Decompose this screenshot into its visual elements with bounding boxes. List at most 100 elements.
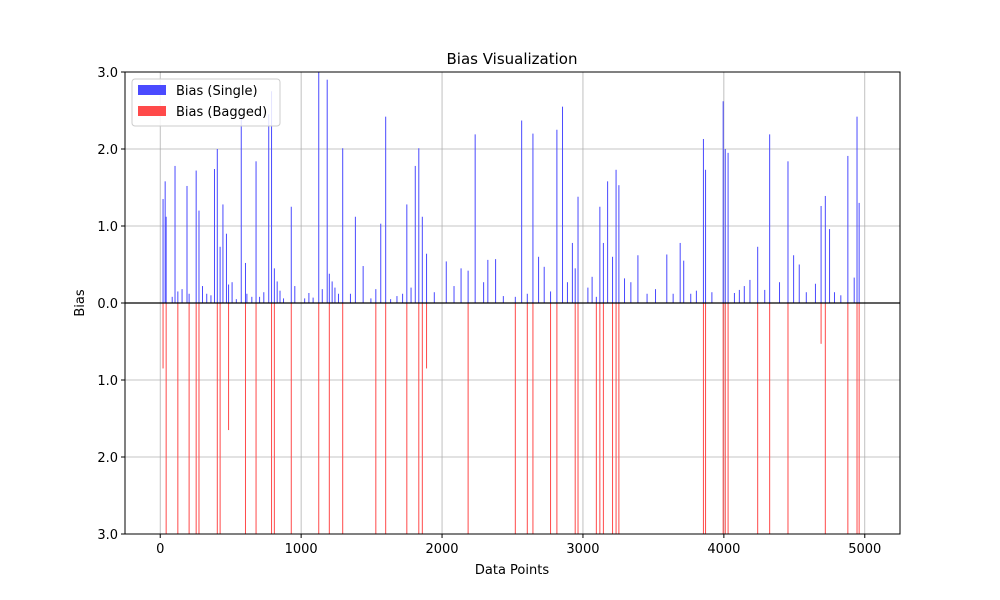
single-bar bbox=[672, 293, 674, 303]
x-tick-label: 1000 bbox=[285, 542, 318, 557]
single-bar bbox=[290, 206, 292, 303]
single-bar bbox=[566, 282, 568, 303]
single-bar bbox=[318, 72, 320, 303]
x-axis-label: Data Points bbox=[475, 563, 549, 578]
single-bar bbox=[406, 204, 408, 303]
bagged-bar bbox=[198, 303, 200, 534]
single-bar bbox=[210, 295, 212, 303]
bagged-bar bbox=[418, 303, 420, 534]
bagged-bar bbox=[577, 303, 579, 534]
single-bar bbox=[273, 268, 275, 303]
single-bar bbox=[410, 287, 412, 303]
y-tick-label: 1.0 bbox=[97, 220, 118, 235]
single-bar bbox=[445, 261, 447, 303]
bagged-bar bbox=[426, 303, 428, 369]
bagged-bar bbox=[342, 303, 344, 534]
x-tick-label: 3000 bbox=[566, 542, 599, 557]
single-bar bbox=[312, 297, 314, 303]
single-bar bbox=[206, 293, 208, 303]
single-bar bbox=[467, 270, 469, 303]
bagged-bar bbox=[318, 303, 320, 534]
single-bar bbox=[164, 181, 166, 303]
legend-swatch-bagged bbox=[138, 106, 166, 116]
single-bar bbox=[283, 298, 285, 303]
single-bar bbox=[334, 287, 336, 303]
bagged-bar bbox=[216, 303, 218, 534]
bagged-bar bbox=[526, 303, 528, 534]
y-axis-ticks: 3.0 2.0 1.0 0.0 1.0 2.0 3.0 bbox=[97, 66, 125, 543]
single-bar bbox=[733, 292, 735, 303]
single-bar bbox=[474, 134, 476, 303]
bagged-bar bbox=[165, 303, 167, 534]
single-bar bbox=[840, 295, 842, 303]
single-bar bbox=[630, 282, 632, 303]
bagged-bar bbox=[328, 303, 330, 534]
bagged-bar bbox=[162, 303, 164, 369]
single-bar bbox=[743, 286, 745, 303]
single-bar bbox=[165, 216, 167, 303]
single-bar bbox=[294, 286, 296, 303]
single-bar bbox=[702, 138, 704, 303]
bagged-bar bbox=[375, 303, 377, 534]
single-bar bbox=[162, 199, 164, 303]
x-axis-ticks: 0 1000 2000 3000 4000 5000 bbox=[156, 534, 881, 557]
single-bar bbox=[858, 202, 860, 303]
single-bar bbox=[574, 268, 576, 303]
y-tick-label: 2.0 bbox=[97, 451, 118, 466]
single-bar bbox=[526, 293, 528, 303]
single-bar bbox=[271, 91, 273, 303]
single-bar bbox=[690, 293, 692, 303]
single-bar bbox=[624, 278, 626, 303]
single-bar bbox=[779, 282, 781, 303]
bagged-bar bbox=[787, 303, 789, 534]
single-bar bbox=[195, 170, 197, 303]
single-bar bbox=[853, 277, 855, 303]
bagged-bar bbox=[467, 303, 469, 534]
bagged-bar bbox=[858, 303, 860, 534]
single-bar bbox=[375, 289, 377, 303]
single-bar bbox=[181, 289, 183, 303]
single-bar bbox=[198, 210, 200, 303]
single-bar bbox=[749, 279, 751, 303]
legend: Bias (Single) Bias (Bagged) bbox=[131, 78, 281, 127]
bagged-bar bbox=[702, 303, 704, 534]
bagged-bar bbox=[724, 303, 726, 534]
x-tick-label: 4000 bbox=[707, 542, 740, 557]
single-bar bbox=[502, 296, 504, 303]
single-bar bbox=[259, 296, 261, 303]
single-bar bbox=[414, 165, 416, 303]
single-bar bbox=[186, 185, 188, 303]
bagged-bar bbox=[273, 303, 275, 534]
single-bar bbox=[460, 268, 462, 303]
single-bar bbox=[337, 293, 339, 303]
bagged-bar bbox=[228, 303, 230, 431]
single-bar bbox=[331, 281, 333, 303]
single-bar bbox=[268, 114, 270, 303]
single-bar bbox=[349, 293, 351, 303]
single-bar bbox=[595, 296, 597, 303]
bagged-bar bbox=[406, 303, 408, 534]
single-bar bbox=[177, 291, 179, 303]
single-bar bbox=[666, 254, 668, 303]
single-bar bbox=[453, 286, 455, 303]
single-bar bbox=[321, 289, 323, 303]
single-bar bbox=[550, 291, 552, 303]
bagged-bar bbox=[618, 303, 620, 534]
single-bar bbox=[615, 169, 617, 303]
bagged-bar bbox=[532, 303, 534, 534]
single-bar bbox=[370, 298, 372, 303]
bagged-bar bbox=[722, 303, 724, 534]
single-bar bbox=[171, 296, 173, 303]
y-tick-label: 2.0 bbox=[97, 143, 118, 158]
bagged-bar bbox=[574, 303, 576, 534]
bagged-bar bbox=[824, 303, 826, 534]
single-bar bbox=[433, 292, 435, 303]
x-tick-label: 0 bbox=[156, 542, 164, 557]
x-tick-label: 2000 bbox=[425, 542, 458, 557]
single-bar bbox=[222, 204, 224, 303]
single-bar bbox=[304, 298, 306, 303]
bagged-bar bbox=[769, 303, 771, 534]
legend-label-bagged: Bias (Bagged) bbox=[176, 105, 267, 120]
chart-title: Bias Visualization bbox=[447, 50, 578, 68]
